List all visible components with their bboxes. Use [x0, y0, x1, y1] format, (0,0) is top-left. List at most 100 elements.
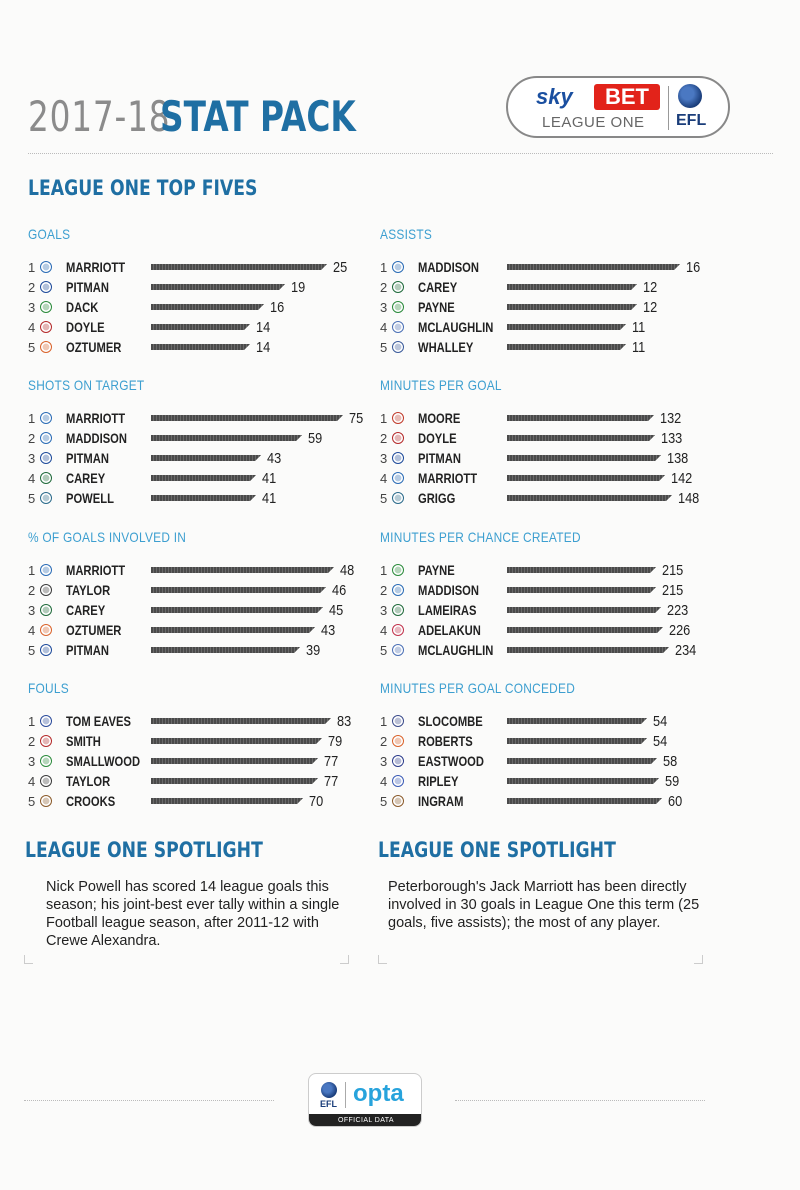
opta-logo-word: opta	[353, 1080, 404, 1107]
sky-logo-word: sky	[536, 84, 573, 109]
stat-value: 148	[678, 490, 700, 507]
player-name: TOM EAVES	[66, 713, 131, 729]
bury-crest-icon	[392, 321, 404, 333]
player-rank: 1	[28, 411, 36, 426]
player-rank: 3	[380, 603, 388, 618]
stat-bar	[507, 607, 661, 613]
stat-value: 12	[643, 279, 658, 296]
spotlight-corner	[694, 955, 703, 964]
plymouth-crest-icon	[392, 604, 404, 616]
stat-bar	[151, 304, 264, 310]
stat-bar	[151, 778, 318, 784]
bradford-crest-icon	[392, 795, 404, 807]
stat-bar	[507, 475, 665, 481]
stat-bar	[151, 324, 250, 330]
player-rank: 5	[28, 340, 36, 355]
shrewsbury-crest-icon	[392, 341, 404, 353]
stat-value: 77	[324, 773, 339, 790]
stat-bar	[151, 798, 303, 804]
category-title: % OF GOALS INVOLVED IN	[28, 529, 187, 545]
player-name: WHALLEY	[418, 339, 474, 355]
stat-value: 25	[333, 259, 348, 276]
stat-value: 41	[262, 470, 277, 487]
stat-bar	[151, 495, 256, 501]
player-name: SMITH	[66, 733, 101, 749]
player-name: MCLAUGHLIN	[418, 319, 494, 335]
stat-value: 14	[256, 339, 271, 356]
player-name: INGRAM	[418, 793, 464, 809]
player-name: OZTUMER	[66, 339, 122, 355]
player-rank: 2	[28, 280, 36, 295]
player-name: MARRIOTT	[66, 562, 126, 578]
player-row: 5 MCLAUGHLIN 234	[380, 641, 710, 661]
player-rank: 3	[28, 300, 36, 315]
stat-value: 142	[671, 470, 693, 487]
plymouth-crest-icon	[40, 472, 52, 484]
player-row: 5 GRIGG 148	[380, 489, 710, 509]
league-name: LEAGUE ONE	[542, 114, 645, 131]
walsall-crest-icon	[40, 624, 52, 636]
stat-value: 79	[328, 733, 343, 750]
bury-crest-icon	[392, 644, 404, 656]
player-name: PITMAN	[66, 450, 109, 466]
player-row: 2 MADDISON 59	[28, 429, 358, 449]
player-rank: 3	[380, 451, 388, 466]
stat-bar	[151, 627, 315, 633]
player-row: 2 TAYLOR 46	[28, 581, 358, 601]
stat-value: 19	[291, 279, 306, 296]
stat-bar	[507, 627, 663, 633]
stat-bar	[151, 415, 343, 421]
player-name: PITMAN	[418, 450, 461, 466]
stat-bar	[507, 778, 659, 784]
category-title: GOALS	[28, 226, 71, 242]
stat-bar	[151, 738, 322, 744]
stat-value: 43	[267, 450, 282, 467]
player-name: ROBERTS	[418, 733, 473, 749]
category-shots-on-target: SHOTS ON TARGET 1 MARRIOTT 75 2 MADDISON 59 3 PI…	[28, 377, 368, 517]
stat-value: 70	[309, 793, 324, 810]
wigan-crest-icon	[392, 492, 404, 504]
plymouth-crest-icon	[392, 281, 404, 293]
stat-bar	[151, 587, 326, 593]
stat-bar	[151, 758, 318, 764]
footer-divider-right	[455, 1100, 705, 1101]
player-name: CAREY	[66, 602, 106, 618]
stat-value: 215	[662, 582, 684, 599]
peterborough-crest-icon	[392, 261, 404, 273]
rotherham-crest-icon	[392, 432, 404, 444]
player-rank: 1	[380, 260, 388, 275]
player-name: MADDISON	[418, 259, 479, 275]
spotlight-text-right: Peterborough's Jack Marriott has been di…	[388, 879, 700, 931]
player-name: MCLAUGHLIN	[418, 642, 494, 658]
player-name: CAREY	[66, 470, 106, 486]
player-row: 1 MARRIOTT 25	[28, 258, 358, 278]
player-name: MOORE	[418, 410, 461, 426]
bristol-rovers-crest-icon	[40, 584, 52, 596]
stat-bar	[507, 264, 680, 270]
player-rank: 5	[380, 491, 388, 506]
portsmouth-crest-icon	[40, 281, 52, 293]
spotlight-corner	[24, 955, 33, 964]
stat-bar	[151, 647, 300, 653]
player-name: MADDISON	[418, 582, 479, 598]
category-minutes-per-chance: MINUTES PER CHANCE CREATED 1 PAYNE 215 2 MADD…	[380, 529, 720, 669]
rotherham-crest-icon	[40, 321, 52, 333]
player-row: 2 CAREY 12	[380, 278, 710, 298]
stat-bar	[507, 344, 626, 350]
page-title: STAT PACK	[160, 92, 356, 141]
player-rank: 1	[380, 714, 388, 729]
player-row: 3 SMALLWOOD 77	[28, 752, 358, 772]
stat-bar	[507, 324, 626, 330]
player-row: 4 RIPLEY 59	[380, 772, 710, 792]
player-row: 1 MARRIOTT 48	[28, 561, 358, 581]
stat-value: 133	[661, 430, 683, 447]
player-rank: 4	[28, 623, 36, 638]
spotlight-text-left: Nick Powell has scored 14 league goals t…	[46, 879, 340, 949]
player-name: PAYNE	[418, 299, 455, 315]
stat-bar	[151, 455, 261, 461]
player-row: 5 PITMAN 39	[28, 641, 358, 661]
player-row: 3 LAMEIRAS 223	[380, 601, 710, 621]
stat-bar	[151, 344, 250, 350]
player-rank: 3	[28, 451, 36, 466]
category-title: FOULS	[28, 680, 69, 696]
